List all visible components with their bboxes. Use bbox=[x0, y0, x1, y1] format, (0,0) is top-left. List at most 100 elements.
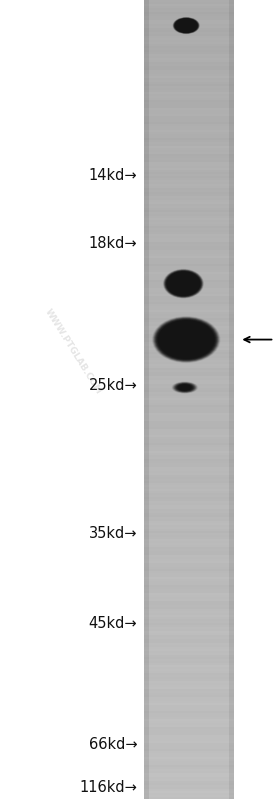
Bar bbox=[229, 582, 234, 583]
Bar bbox=[144, 316, 149, 317]
Bar bbox=[144, 273, 149, 276]
Bar bbox=[144, 710, 234, 711]
Bar bbox=[144, 791, 149, 793]
Bar bbox=[144, 178, 234, 180]
Bar bbox=[144, 198, 234, 200]
Bar bbox=[144, 775, 234, 777]
Bar bbox=[229, 765, 234, 767]
Bar bbox=[229, 366, 234, 368]
Bar bbox=[229, 471, 234, 473]
Bar bbox=[144, 583, 234, 585]
Bar bbox=[144, 220, 149, 221]
Bar bbox=[229, 678, 234, 679]
Bar bbox=[229, 20, 234, 22]
Bar bbox=[144, 380, 149, 382]
Bar bbox=[229, 254, 234, 256]
Bar bbox=[144, 657, 149, 659]
Bar bbox=[144, 407, 149, 409]
Bar bbox=[144, 630, 234, 631]
Ellipse shape bbox=[184, 338, 189, 341]
Bar bbox=[144, 550, 149, 551]
Bar bbox=[144, 292, 234, 294]
Bar bbox=[144, 241, 149, 244]
Bar bbox=[144, 372, 234, 374]
Bar bbox=[144, 309, 234, 312]
Bar bbox=[229, 470, 234, 471]
Bar bbox=[144, 603, 149, 606]
Bar bbox=[144, 481, 234, 483]
Bar bbox=[144, 72, 149, 74]
Bar bbox=[144, 407, 234, 409]
Bar bbox=[229, 144, 234, 145]
Bar bbox=[144, 22, 149, 24]
Bar bbox=[144, 174, 149, 176]
Ellipse shape bbox=[177, 384, 193, 391]
Ellipse shape bbox=[172, 17, 200, 34]
Ellipse shape bbox=[172, 382, 197, 393]
Bar bbox=[144, 671, 234, 673]
Bar bbox=[229, 48, 234, 50]
Bar bbox=[144, 599, 149, 601]
Bar bbox=[229, 775, 234, 777]
Bar bbox=[229, 689, 234, 691]
Ellipse shape bbox=[174, 276, 193, 291]
Bar bbox=[229, 591, 234, 593]
Bar bbox=[144, 473, 234, 475]
Bar bbox=[144, 98, 149, 100]
Ellipse shape bbox=[181, 386, 188, 389]
Bar bbox=[144, 617, 234, 619]
Bar bbox=[144, 257, 149, 260]
Bar bbox=[144, 451, 234, 454]
Bar bbox=[144, 609, 234, 611]
Bar bbox=[144, 56, 149, 58]
Ellipse shape bbox=[182, 23, 191, 28]
Bar bbox=[229, 481, 234, 483]
Ellipse shape bbox=[173, 382, 196, 393]
Bar bbox=[144, 252, 234, 254]
Bar bbox=[144, 170, 149, 172]
Ellipse shape bbox=[155, 318, 218, 361]
Bar bbox=[144, 186, 149, 188]
Bar bbox=[229, 204, 234, 205]
Bar bbox=[144, 321, 149, 324]
Bar bbox=[144, 607, 234, 609]
Bar bbox=[144, 358, 234, 360]
Bar bbox=[144, 725, 149, 727]
Bar bbox=[144, 702, 234, 703]
Bar bbox=[144, 401, 234, 403]
Bar bbox=[144, 623, 149, 625]
Bar bbox=[144, 593, 149, 595]
Bar bbox=[144, 342, 149, 344]
Ellipse shape bbox=[179, 21, 193, 30]
Bar bbox=[144, 699, 234, 702]
Ellipse shape bbox=[169, 273, 197, 294]
Bar bbox=[144, 571, 149, 574]
Ellipse shape bbox=[174, 383, 195, 392]
Bar bbox=[229, 160, 234, 161]
Bar bbox=[144, 368, 149, 369]
Bar bbox=[144, 771, 234, 773]
Bar bbox=[229, 320, 234, 321]
Bar bbox=[229, 542, 234, 543]
Ellipse shape bbox=[179, 280, 187, 287]
Bar bbox=[144, 2, 234, 4]
Bar bbox=[144, 301, 149, 304]
Bar bbox=[144, 667, 234, 670]
Bar bbox=[144, 361, 234, 364]
Ellipse shape bbox=[165, 271, 201, 296]
Bar bbox=[229, 534, 234, 535]
Ellipse shape bbox=[179, 385, 190, 390]
Bar bbox=[229, 221, 234, 224]
Ellipse shape bbox=[167, 327, 205, 352]
Bar bbox=[144, 4, 149, 6]
Ellipse shape bbox=[173, 331, 199, 348]
Bar bbox=[144, 465, 234, 467]
Bar bbox=[144, 641, 234, 643]
Bar bbox=[229, 100, 234, 101]
Bar bbox=[144, 337, 234, 340]
Bar bbox=[144, 90, 149, 92]
Bar bbox=[144, 309, 149, 312]
Bar bbox=[144, 68, 149, 70]
Bar bbox=[144, 129, 234, 132]
Bar bbox=[144, 336, 234, 337]
